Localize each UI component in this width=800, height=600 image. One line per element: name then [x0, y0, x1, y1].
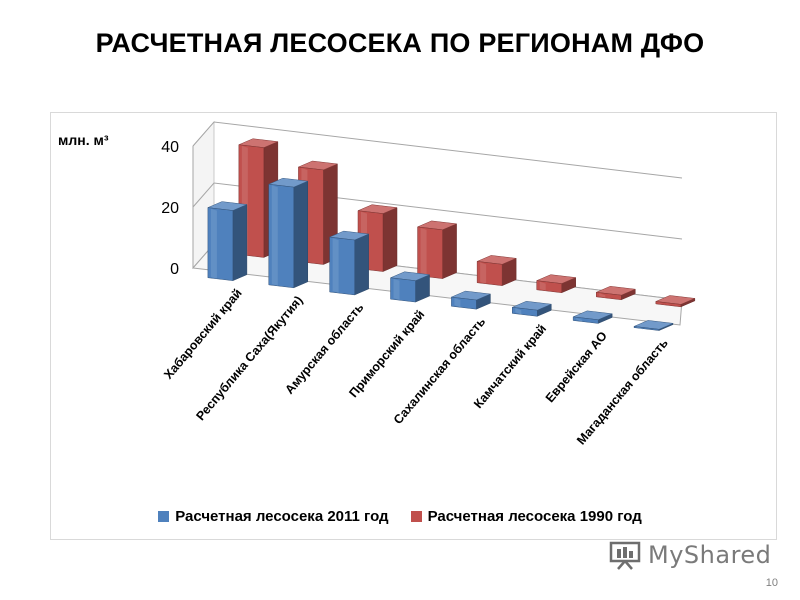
legend-swatch-1990: [410, 511, 422, 522]
bars: [206, 138, 696, 331]
legend-swatch-2011: [158, 511, 170, 522]
bar-2011-3: [389, 271, 431, 303]
bar-1990-7: [654, 295, 696, 308]
y-tick-label: 0: [170, 261, 179, 278]
page-number: 10: [765, 577, 778, 589]
x-tick-label: Еврейская АО: [543, 329, 610, 405]
legend-label-2011: Расчетная лесосека 2011 год: [175, 508, 389, 525]
watermark: MyShared: [608, 538, 771, 572]
bar-2011-1: [267, 177, 309, 289]
bar-1990-3: [416, 220, 458, 279]
bar-2011-4: [450, 290, 492, 310]
bar-2011-0: [206, 201, 248, 282]
bar-2011-5: [511, 301, 553, 317]
bar-1990-4: [476, 255, 518, 287]
x-tick-label: Камчатский край: [471, 322, 549, 411]
bar-2011-6: [572, 310, 614, 324]
gridline: [192, 121, 683, 179]
y-axis-label: млн. м³: [58, 132, 109, 148]
chart-legend: Расчетная лесосека 2011 год Расчетная ле…: [0, 508, 800, 525]
x-tick-label: Республика Саха(Якутия): [193, 293, 305, 423]
bar-2011-2: [328, 230, 370, 296]
bar-2011-7: [633, 320, 674, 331]
bar-1990-6: [595, 286, 637, 301]
legend-item-2011: Расчетная лесосека 2011 год: [158, 508, 389, 525]
gridline: [192, 182, 683, 240]
slide-title: РАСЧЕТНАЯ ЛЕСОСЕКА ПО РЕГИОНАМ ДФО: [95, 28, 705, 58]
legend-label-1990: Расчетная лесосека 1990 год: [427, 508, 642, 525]
bar-1990-5: [535, 274, 577, 294]
x-tick-label: Приморский край: [346, 308, 427, 401]
watermark-text: MyShared: [648, 541, 772, 569]
y-tick-label: 40: [161, 139, 179, 156]
legend-item-1990: Расчетная лесосека 1990 год: [410, 508, 642, 525]
y-tick-label: 20: [161, 200, 179, 217]
presentation-icon: [609, 541, 641, 570]
